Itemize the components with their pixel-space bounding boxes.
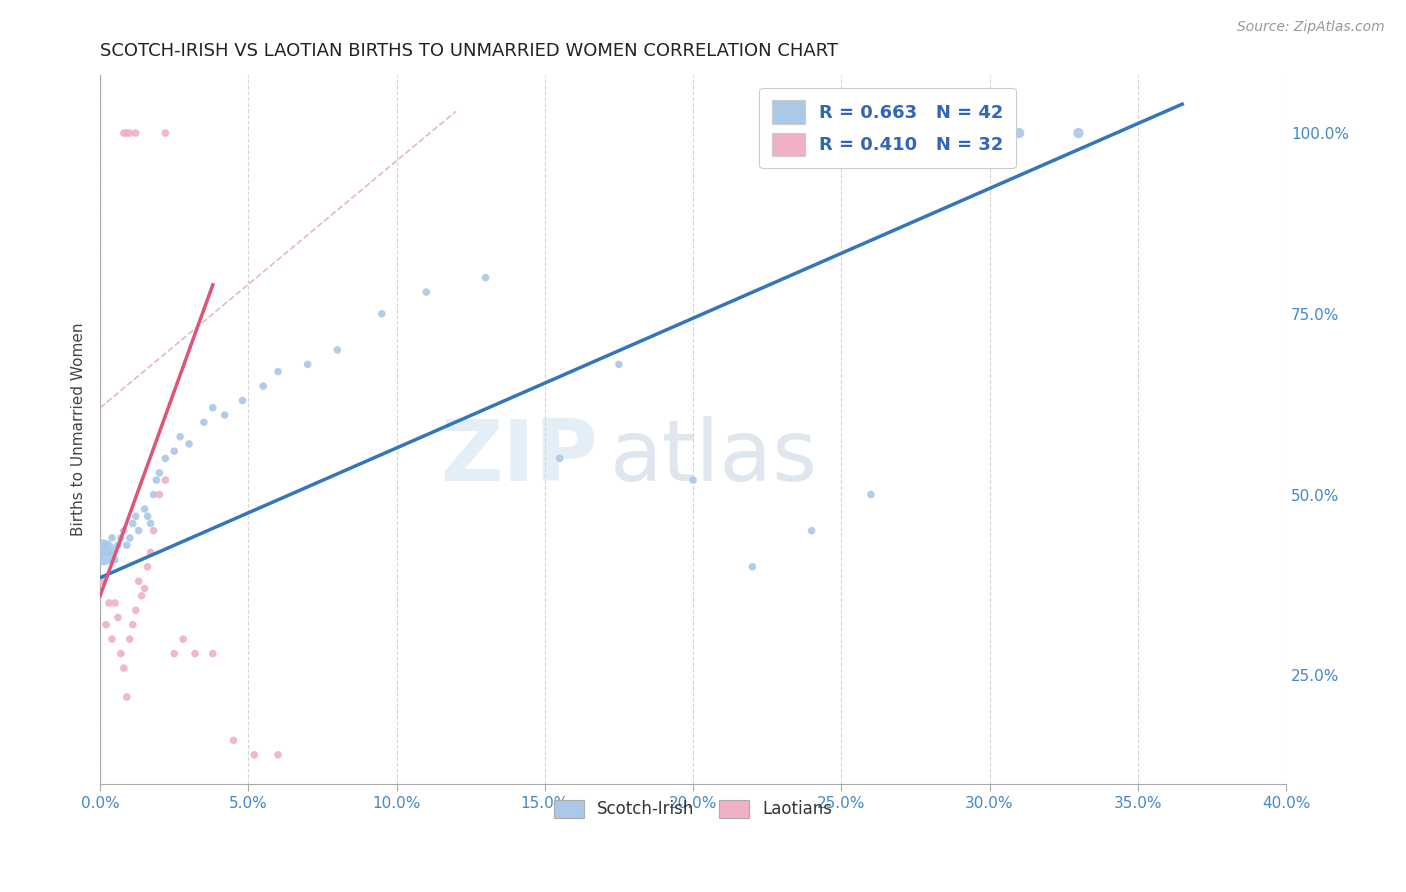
Point [800,524,823,538]
Point [163,444,186,458]
Legend: Scotch-Irish, Laotians: Scotch-Irish, Laotians [547,793,839,825]
Point [91,574,114,589]
Point [548,451,571,466]
Point [1067,126,1090,140]
Point [115,538,138,552]
Point [184,647,207,661]
Point [101,632,124,647]
Point [222,733,245,747]
Point [231,393,253,408]
Point [136,559,159,574]
Point [682,473,704,487]
Point [142,487,165,501]
Point [125,509,148,524]
Point [252,379,274,393]
Point [104,596,127,610]
Point [415,285,437,299]
Point [112,524,135,538]
Point [91,545,114,559]
Point [118,126,141,140]
Point [112,126,135,140]
Point [101,531,124,545]
Point [474,270,496,285]
Point [297,358,319,372]
Y-axis label: Births to Unmarried Women: Births to Unmarried Women [72,323,86,536]
Point [607,358,630,372]
Point [110,531,132,545]
Point [94,538,117,552]
Text: SCOTCH-IRISH VS LAOTIAN BIRTHS TO UNMARRIED WOMEN CORRELATION CHART: SCOTCH-IRISH VS LAOTIAN BIRTHS TO UNMARR… [100,42,838,60]
Point [107,610,129,624]
Text: Source: ZipAtlas.com: Source: ZipAtlas.com [1237,20,1385,34]
Point [118,632,141,647]
Point [107,538,129,552]
Point [118,531,141,545]
Point [177,437,200,451]
Point [98,596,121,610]
Point [326,343,349,357]
Point [859,487,882,501]
Point [131,589,153,603]
Point [121,516,143,531]
Text: atlas: atlas [610,417,818,500]
Point [1008,126,1031,140]
Point [128,574,150,589]
Point [139,516,162,531]
Point [193,415,215,429]
Point [145,473,167,487]
Text: ZIP: ZIP [440,417,598,500]
Point [121,617,143,632]
Point [139,545,162,559]
Point [110,647,132,661]
Point [155,126,177,140]
Point [148,487,170,501]
Point [98,545,121,559]
Point [112,661,135,675]
Point [125,603,148,617]
Point [172,632,194,647]
Point [243,747,266,762]
Point [136,509,159,524]
Point [91,545,114,559]
Point [201,647,224,661]
Point [142,524,165,538]
Point [94,617,117,632]
Point [169,430,191,444]
Point [115,690,138,704]
Point [267,365,290,379]
Point [134,582,156,596]
Point [267,747,290,762]
Point [201,401,224,415]
Point [134,502,156,516]
Point [741,559,763,574]
Point [148,466,170,480]
Point [125,126,148,140]
Point [104,552,127,566]
Point [371,307,394,321]
Point [115,126,138,140]
Point [163,647,186,661]
Point [128,524,150,538]
Point [214,408,236,422]
Point [155,473,177,487]
Point [155,451,177,466]
